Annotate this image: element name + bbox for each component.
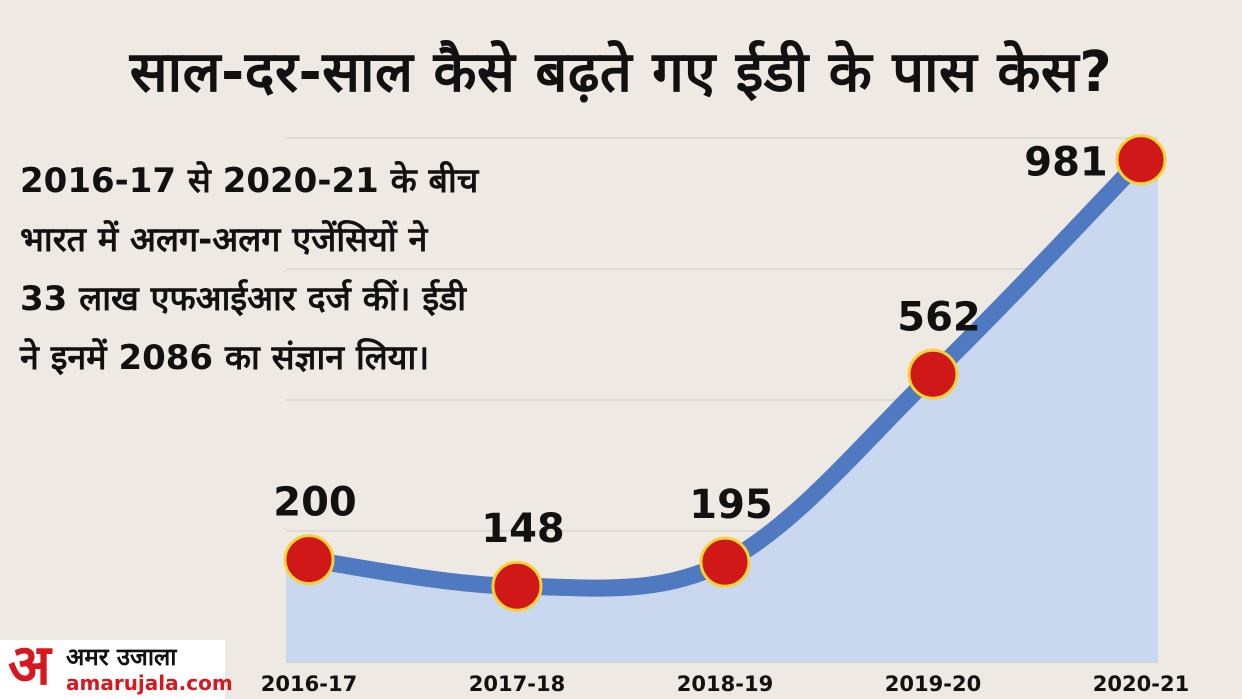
area-fill-shape [286,159,1158,662]
chart-title: साल-दर-साल कैसे बढ़ते गए ईडी के पास केस? [129,40,1113,105]
x-tick-label: 2016-17 [261,672,357,696]
logo-glyph: अ [8,633,51,698]
data-label: 195 [689,482,773,528]
logo-brand: अमर उजाला [66,643,177,671]
subtitle-line: 33 लाख एफआईआर दर्ज कीं। ईडी [20,279,467,319]
data-point [1115,134,1167,186]
x-axis-ticks: 2016-17 2017-18 2018-19 2019-20 2020-21 [261,672,1189,696]
chart-subtitle: 2016-17 से 2020-21 के बीच भारत में अलग-अ… [20,152,640,388]
x-tick-label: 2018-19 [677,672,773,696]
x-tick-label: 2017-18 [469,672,565,696]
data-point [907,348,959,400]
data-labels: 200 148 195 562 981 [273,140,1108,552]
data-markers [283,134,1167,612]
x-tick-label: 2019-20 [885,672,981,696]
data-label: 148 [481,506,565,552]
data-point [283,534,335,586]
data-point [491,560,543,612]
data-point [699,536,751,588]
x-tick-label: 2020-21 [1093,672,1189,696]
data-label: 200 [273,480,357,526]
area-fill [286,159,1158,662]
subtitle-line: भारत में अलग-अलग एजेंसियों ने [20,220,428,260]
subtitle-line: 2016-17 से 2020-21 के बीच [20,161,479,201]
logo-domain: amarujala.com [66,671,233,695]
subtitle-line: ने इनमें 2086 का संज्ञान लिया। [20,338,430,378]
amarujala-logo: अ अमर उजाला amarujala.com [0,634,233,699]
data-label: 562 [897,294,981,340]
data-label: 981 [1024,140,1108,186]
